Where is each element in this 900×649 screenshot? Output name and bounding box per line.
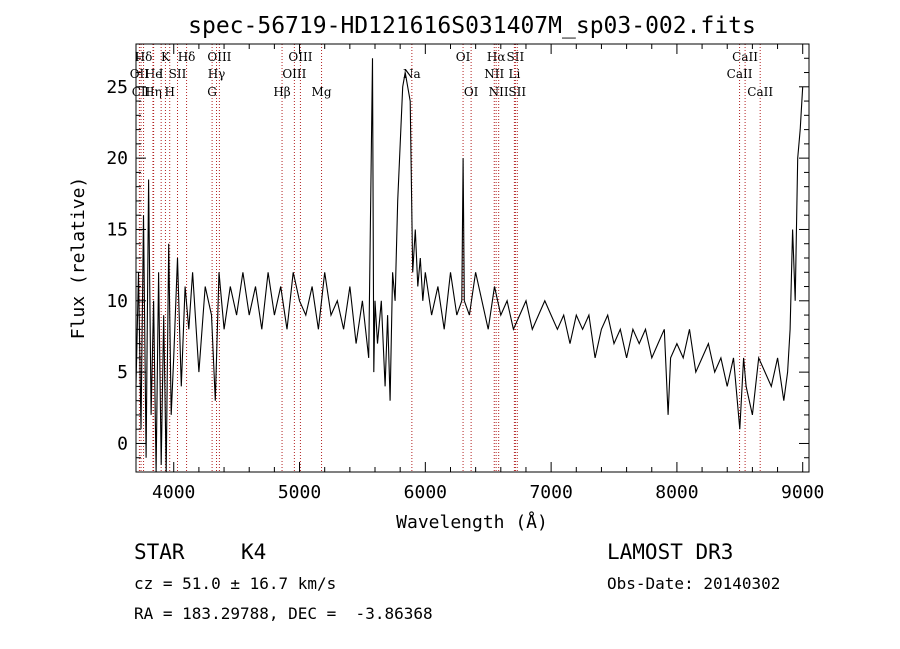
marker-label-15: OIII bbox=[282, 67, 306, 81]
coordinates: RA = 183.29788, DEC = -3.86368 bbox=[134, 604, 433, 623]
x-tick-label-2: 6000 bbox=[404, 482, 447, 503]
marker-label-10: OIII bbox=[207, 50, 231, 64]
observation-date: Obs-Date: 20140302 bbox=[607, 574, 781, 593]
flux-series-line bbox=[135, 58, 804, 473]
chart-title: spec-56719-HD121616S031407M_sp03-002.fit… bbox=[188, 13, 756, 39]
x-tick-label-4: 8000 bbox=[655, 482, 698, 503]
y-tick-label-4: 20 bbox=[106, 148, 128, 169]
x-tick-label-5: 9000 bbox=[781, 482, 824, 503]
marker-label-8: SII bbox=[169, 67, 187, 81]
y-tick-label-5: 25 bbox=[106, 77, 128, 98]
plot-frame bbox=[135, 43, 810, 473]
marker-label-11: Hγ bbox=[208, 67, 226, 81]
y-axis-label: Flux (relative) bbox=[68, 177, 89, 340]
y-tick-label-3: 15 bbox=[106, 219, 128, 240]
object-class: STAR bbox=[134, 540, 185, 564]
marker-label-24: Li bbox=[508, 67, 520, 81]
marker-label-21: NII bbox=[484, 67, 504, 81]
marker-label-23: SII bbox=[507, 50, 525, 64]
x-tick-label-1: 5000 bbox=[278, 482, 321, 503]
axis-ticks: 4000 5000 6000 7000 8000 9000 0 5 10 15 20 25 bbox=[106, 44, 824, 503]
marker-label-22: NII bbox=[489, 85, 509, 99]
marker-label-16: Mg bbox=[312, 85, 332, 99]
marker-label-4: Hη bbox=[144, 85, 162, 99]
marker-label-25: SII bbox=[508, 85, 526, 99]
y-tick-label-1: 5 bbox=[117, 362, 128, 383]
marker-label-17: Na bbox=[403, 67, 421, 81]
marker-label-19: OI bbox=[464, 85, 479, 99]
marker-label-5: K bbox=[161, 50, 171, 64]
redshift-value: cz = 51.0 ± 16.7 km/s bbox=[134, 574, 337, 593]
marker-label-14: OIII bbox=[288, 50, 312, 64]
marker-label-3: He bbox=[145, 67, 163, 81]
marker-label-20: Hα bbox=[487, 50, 506, 64]
object-subclass: K4 bbox=[241, 540, 267, 564]
marker-label-27: CaII bbox=[727, 67, 753, 81]
y-tick-label-2: 10 bbox=[106, 291, 128, 312]
marker-label-26: CaII bbox=[732, 50, 758, 64]
marker-label-13: Hβ bbox=[273, 85, 290, 99]
marker-label-9: Hδ bbox=[178, 50, 196, 64]
survey-name: LAMOST DR3 bbox=[607, 540, 734, 564]
marker-label-18: OI bbox=[456, 50, 471, 64]
marker-label-28: CaII bbox=[747, 85, 773, 99]
marker-label-12: G bbox=[207, 85, 217, 99]
marker-label-6: I bbox=[159, 67, 164, 81]
x-tick-label-0: 4000 bbox=[152, 482, 195, 503]
marker-label-0: Hδ bbox=[135, 50, 153, 64]
y-tick-label-0: 0 bbox=[117, 433, 128, 454]
x-tick-label-3: 7000 bbox=[529, 482, 572, 503]
marker-label-1: OII bbox=[130, 67, 150, 81]
x-axis-label: Wavelength (Å) bbox=[396, 511, 548, 533]
marker-label-7: H bbox=[164, 85, 174, 99]
